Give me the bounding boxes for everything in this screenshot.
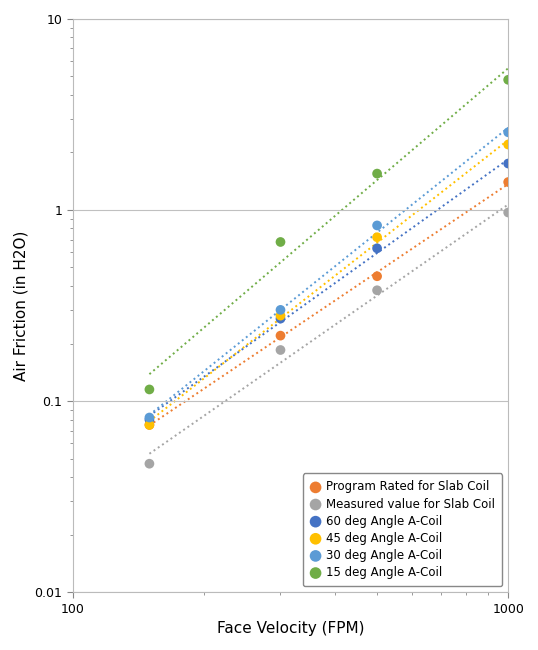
Measured value for Slab Coil [504,207,513,218]
15 deg Angle A-Coil [504,75,513,85]
60 deg Angle A-Coil [145,414,154,424]
30 deg Angle A-Coil [373,220,381,231]
Measured value for Slab Coil [373,285,381,296]
Legend: Program Rated for Slab Coil, Measured value for Slab Coil, 60 deg Angle A-Coil, : Program Rated for Slab Coil, Measured va… [302,473,502,586]
45 deg Angle A-Coil [504,139,513,150]
45 deg Angle A-Coil [145,420,154,430]
60 deg Angle A-Coil [504,159,513,169]
Program Rated for Slab Coil [504,177,513,187]
15 deg Angle A-Coil [145,384,154,395]
Program Rated for Slab Coil [373,271,381,281]
45 deg Angle A-Coil [373,232,381,242]
45 deg Angle A-Coil [276,311,285,321]
Program Rated for Slab Coil [276,330,285,341]
Measured value for Slab Coil [145,458,154,469]
60 deg Angle A-Coil [276,313,285,324]
30 deg Angle A-Coil [145,412,154,423]
Y-axis label: Air Friction (in H2O): Air Friction (in H2O) [14,230,29,381]
30 deg Angle A-Coil [276,305,285,315]
60 deg Angle A-Coil [373,243,381,254]
Measured value for Slab Coil [276,344,285,355]
30 deg Angle A-Coil [504,127,513,138]
Program Rated for Slab Coil [145,420,154,430]
X-axis label: Face Velocity (FPM): Face Velocity (FPM) [217,621,364,636]
15 deg Angle A-Coil [373,168,381,179]
15 deg Angle A-Coil [276,237,285,247]
